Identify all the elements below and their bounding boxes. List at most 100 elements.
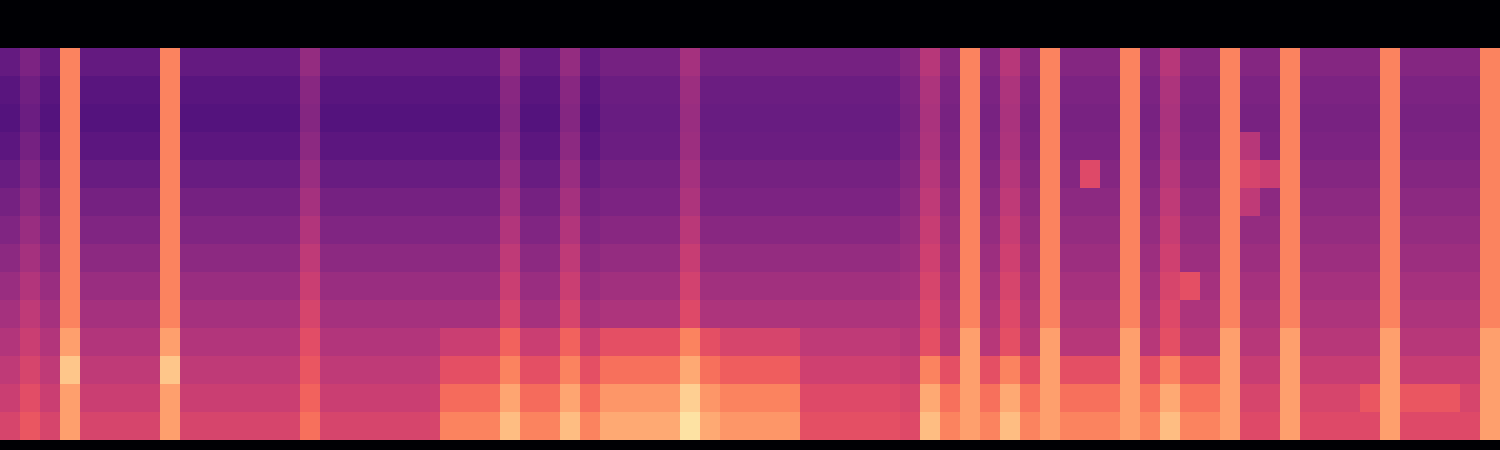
- heatmap-cell: [1040, 412, 1061, 440]
- heatmap-cell: [1060, 160, 1081, 189]
- heatmap-cell: [40, 104, 61, 133]
- heatmap-cell: [1180, 76, 1201, 105]
- heatmap-cell: [1300, 300, 1321, 329]
- heatmap-cell: [1160, 216, 1181, 245]
- heatmap-cell: [400, 188, 421, 217]
- heatmap-cell: [800, 104, 821, 133]
- heatmap-cell: [500, 188, 521, 217]
- heatmap-cell: [1360, 412, 1381, 440]
- heatmap-cell: [240, 412, 261, 440]
- heatmap-cell: [980, 328, 1001, 357]
- heatmap-cell: [440, 216, 461, 245]
- heatmap-cell: [540, 160, 561, 189]
- heatmap-cell: [440, 244, 461, 273]
- heatmap-cell: [1200, 216, 1221, 245]
- heatmap-cell: [1100, 244, 1121, 273]
- heatmap-cell: [500, 160, 521, 189]
- heatmap-cell: [880, 216, 901, 245]
- heatmap-cell: [1340, 104, 1361, 133]
- heatmap-cell: [100, 188, 121, 217]
- heatmap-cell: [440, 188, 461, 217]
- heatmap-cell: [840, 104, 861, 133]
- heatmap-cell: [980, 272, 1001, 301]
- heatmap-cell: [60, 300, 81, 329]
- heatmap-cell: [1380, 188, 1401, 217]
- heatmap-cell: [700, 132, 721, 161]
- heatmap-cell: [240, 48, 261, 77]
- heatmap-cell: [300, 76, 321, 105]
- heatmap-cell: [340, 76, 361, 105]
- heatmap-cell: [680, 356, 701, 385]
- heatmap-cell: [640, 104, 661, 133]
- heatmap-cell: [360, 300, 381, 329]
- heatmap-cell: [0, 412, 21, 440]
- heatmap-cell: [1220, 76, 1241, 105]
- heatmap-cell: [580, 132, 601, 161]
- heatmap-cell: [740, 300, 761, 329]
- heatmap-cell: [640, 160, 661, 189]
- heatmap-cell: [500, 328, 521, 357]
- heatmap-cell: [1000, 76, 1021, 105]
- heatmap-cell: [920, 48, 941, 77]
- heatmap-cell: [1140, 76, 1161, 105]
- heatmap-cell: [540, 300, 561, 329]
- heatmap-cell: [720, 244, 741, 273]
- heatmap-cell: [1140, 384, 1161, 413]
- heatmap-cell: [1420, 132, 1441, 161]
- heatmap-cell: [80, 384, 101, 413]
- heatmap-cell: [20, 188, 41, 217]
- heatmap-cell: [480, 104, 501, 133]
- heatmap-cell: [80, 244, 101, 273]
- heatmap-cell: [500, 132, 521, 161]
- heatmap-cell: [400, 216, 421, 245]
- heatmap-cell: [100, 216, 121, 245]
- heatmap-cell: [1080, 76, 1101, 105]
- heatmap-cell: [20, 160, 41, 189]
- heatmap-cell: [1060, 216, 1081, 245]
- heatmap-cell: [1480, 328, 1500, 357]
- heatmap-cell: [220, 76, 241, 105]
- heatmap-cell: [320, 412, 341, 440]
- heatmap-cell: [940, 216, 961, 245]
- heatmap-cell: [940, 244, 961, 273]
- heatmap-cell: [320, 132, 341, 161]
- heatmap-cell: [460, 244, 481, 273]
- heatmap-cell: [260, 412, 281, 440]
- heatmap-cell: [880, 160, 901, 189]
- heatmap-cell: [1080, 328, 1101, 357]
- heatmap-cell: [280, 300, 301, 329]
- heatmap-cell: [80, 160, 101, 189]
- heatmap-cell: [660, 244, 681, 273]
- heatmap-cell: [280, 272, 301, 301]
- heatmap-cell: [120, 384, 141, 413]
- heatmap-cell: [920, 300, 941, 329]
- heatmap-cell: [1240, 272, 1261, 301]
- heatmap-cell: [1460, 272, 1481, 301]
- heatmap-cell: [60, 48, 81, 77]
- heatmap-cell: [1220, 356, 1241, 385]
- heatmap-cell: [1080, 216, 1101, 245]
- heatmap-cell: [1080, 160, 1101, 189]
- heatmap-cell: [1220, 132, 1241, 161]
- heatmap-cell: [1020, 104, 1041, 133]
- heatmap-cell: [200, 328, 221, 357]
- heatmap-cell: [660, 48, 681, 77]
- heatmap-cell: [320, 384, 341, 413]
- heatmap-cell: [60, 188, 81, 217]
- heatmap-cell: [380, 216, 401, 245]
- heatmap-cell: [40, 188, 61, 217]
- heatmap-cell: [840, 412, 861, 440]
- heatmap-cell: [280, 244, 301, 273]
- heatmap-cell: [700, 328, 721, 357]
- heatmap-cell: [1360, 244, 1381, 273]
- heatmap-cell: [100, 272, 121, 301]
- heatmap-cell: [360, 244, 381, 273]
- heatmap-cell: [1000, 328, 1021, 357]
- heatmap-cell: [1180, 384, 1201, 413]
- heatmap-cell: [980, 132, 1001, 161]
- heatmap-cell: [180, 272, 201, 301]
- heatmap-cell: [1080, 300, 1101, 329]
- heatmap-cell: [1120, 216, 1141, 245]
- heatmap-cell: [1060, 188, 1081, 217]
- heatmap-cell: [1440, 76, 1461, 105]
